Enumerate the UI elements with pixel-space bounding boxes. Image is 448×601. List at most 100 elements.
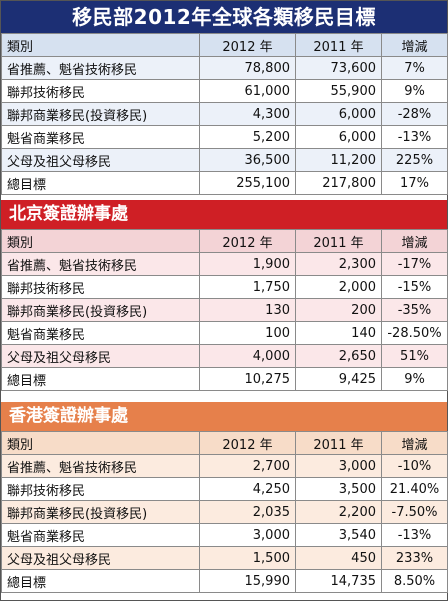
cell-year-2012: 1,900: [199, 252, 296, 276]
cell-category: 省推薦、魁省技術移民: [1, 56, 200, 80]
table-row: 父母及祖父母移民 1,500 450 233%: [1, 546, 448, 570]
header-year-2011: 2011 年: [295, 33, 382, 57]
global-targets-table: 類別 2012 年 2011 年增減 省推薦、魁省技術移民 78,800 73,600 7%…: [1, 33, 448, 195]
cell-category: 總目標: [1, 171, 200, 195]
hongkong-office-heading: 香港簽證辦事處: [1, 402, 447, 431]
cell-category: 總目標: [1, 367, 200, 391]
cell-change: 7%: [381, 56, 448, 80]
page-title: 移民部2012年全球各類移民目標: [1, 1, 447, 33]
cell-category: 聯邦技術移民: [1, 477, 200, 501]
cell-year-2012: 36,500: [199, 148, 296, 172]
table-row: 聯邦商業移民(投資移民) 2,035 2,200 -7.50%: [1, 500, 448, 524]
cell-change: 8.50%: [381, 569, 448, 593]
header-change: 增減: [381, 431, 448, 455]
table-row: 聯邦技術移民 4,250 3,500 21.40%: [1, 477, 448, 501]
cell-year-2012: 4,000: [199, 344, 296, 368]
cell-year-2012: 1,750: [199, 275, 296, 299]
cell-change: 9%: [381, 367, 448, 391]
cell-year-2011: 73,600: [295, 56, 382, 80]
cell-category: 魁省商業移民: [1, 125, 200, 149]
cell-year-2011: 9,425: [295, 367, 382, 391]
cell-category: 省推薦、魁省技術移民: [1, 252, 200, 276]
beijing-targets-table: 類別 2012 年 2011 年增減 省推薦、魁省技術移民 1,900 2,300 -17%…: [1, 229, 448, 391]
table-row: 省推薦、魁省技術移民 1,900 2,300 -17%: [1, 252, 448, 276]
table-row: 總目標 15,990 14,735 8.50%: [1, 569, 448, 593]
header-category: 類別: [1, 33, 200, 57]
hongkong-targets-table: 類別 2012 年 2011 年增減 省推薦、魁省技術移民 2,700 3,000 -10%…: [1, 431, 448, 593]
header-year-2011: 2011 年: [295, 229, 382, 253]
cell-change: -13%: [381, 523, 448, 547]
header-year-2012: 2012 年: [199, 431, 296, 455]
table-row: 父母及祖父母移民 4,000 2,650 51%: [1, 344, 448, 368]
cell-year-2012: 1,500: [199, 546, 296, 570]
cell-year-2012: 61,000: [199, 79, 296, 103]
header-category: 類別: [1, 229, 200, 253]
cell-year-2011: 6,000: [295, 102, 382, 126]
table-row: 魁省商業移民 100 140 -28.50%: [1, 321, 448, 345]
cell-year-2012: 2,035: [199, 500, 296, 524]
cell-year-2012: 2,700: [199, 454, 296, 478]
table-header-row: 類別 2012 年 2011 年增減: [1, 431, 448, 455]
table-row: 聯邦商業移民(投資移民) 130 200 -35%: [1, 298, 448, 322]
table-row: 省推薦、魁省技術移民 2,700 3,000 -10%: [1, 454, 448, 478]
cell-year-2011: 200: [295, 298, 382, 322]
cell-year-2012: 15,990: [199, 569, 296, 593]
cell-change: -13%: [381, 125, 448, 149]
cell-category: 聯邦技術移民: [1, 275, 200, 299]
cell-change: -15%: [381, 275, 448, 299]
cell-change: -17%: [381, 252, 448, 276]
header-change: 增減: [381, 229, 448, 253]
cell-change: 17%: [381, 171, 448, 195]
cell-category: 聯邦商業移民(投資移民): [1, 102, 200, 126]
table-row: 聯邦技術移民 61,000 55,900 9%: [1, 79, 448, 103]
cell-category: 父母及祖父母移民: [1, 546, 200, 570]
cell-year-2011: 3,000: [295, 454, 382, 478]
cell-change: 21.40%: [381, 477, 448, 501]
table-row: 總目標 10,275 9,425 9%: [1, 367, 448, 391]
table-row: 魁省商業移民 5,200 6,000 -13%: [1, 125, 448, 149]
header-year-2012: 2012 年: [199, 33, 296, 57]
cell-year-2012: 255,100: [199, 171, 296, 195]
cell-year-2012: 130: [199, 298, 296, 322]
cell-year-2012: 10,275: [199, 367, 296, 391]
cell-year-2012: 100: [199, 321, 296, 345]
cell-year-2011: 55,900: [295, 79, 382, 103]
cell-year-2011: 2,000: [295, 275, 382, 299]
table-header-row: 類別 2012 年 2011 年增減: [1, 229, 448, 253]
cell-category: 聯邦技術移民: [1, 79, 200, 103]
cell-category: 魁省商業移民: [1, 523, 200, 547]
cell-year-2011: 3,500: [295, 477, 382, 501]
cell-year-2011: 14,735: [295, 569, 382, 593]
cell-change: -28.50%: [381, 321, 448, 345]
table-row: 省推薦、魁省技術移民 78,800 73,600 7%: [1, 56, 448, 80]
cell-year-2011: 450: [295, 546, 382, 570]
cell-year-2011: 217,800: [295, 171, 382, 195]
cell-year-2012: 78,800: [199, 56, 296, 80]
cell-change: -7.50%: [381, 500, 448, 524]
cell-change: 9%: [381, 79, 448, 103]
cell-year-2012: 4,300: [199, 102, 296, 126]
header-change: 增減: [381, 33, 448, 57]
header-year-2012: 2012 年: [199, 229, 296, 253]
cell-change: 225%: [381, 148, 448, 172]
cell-year-2011: 140: [295, 321, 382, 345]
header-year-2011: 2011 年: [295, 431, 382, 455]
cell-category: 省推薦、魁省技術移民: [1, 454, 200, 478]
header-category: 類別: [1, 431, 200, 455]
cell-change: 51%: [381, 344, 448, 368]
cell-change: 233%: [381, 546, 448, 570]
cell-year-2012: 4,250: [199, 477, 296, 501]
cell-year-2011: 11,200: [295, 148, 382, 172]
cell-category: 父母及祖父母移民: [1, 148, 200, 172]
cell-change: -10%: [381, 454, 448, 478]
cell-category: 父母及祖父母移民: [1, 344, 200, 368]
cell-year-2011: 3,540: [295, 523, 382, 547]
cell-year-2012: 3,000: [199, 523, 296, 547]
cell-category: 魁省商業移民: [1, 321, 200, 345]
cell-year-2011: 2,650: [295, 344, 382, 368]
cell-change: -35%: [381, 298, 448, 322]
table-header-row: 類別 2012 年 2011 年增減: [1, 33, 448, 57]
table-row: 聯邦技術移民 1,750 2,000 -15%: [1, 275, 448, 299]
cell-year-2011: 2,200: [295, 500, 382, 524]
